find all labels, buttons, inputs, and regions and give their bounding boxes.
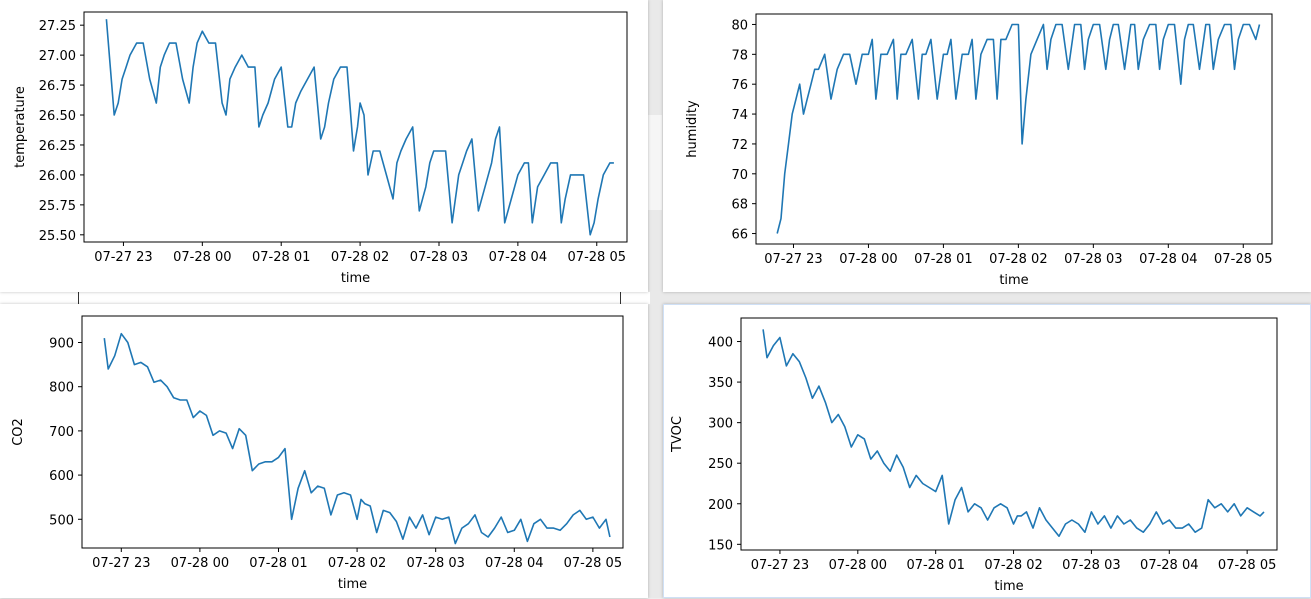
x-tick-label: 07-28 03 bbox=[410, 250, 468, 265]
co2-plot-window[interactable]: 07-27 23 07-28 00 07-28 01 07-28 02 07-28 03… bbox=[0, 304, 648, 598]
x-tick-label: 07-28 01 bbox=[252, 250, 310, 265]
series-line bbox=[103, 332, 611, 545]
y-tick-label: 700 bbox=[49, 425, 74, 440]
x-tick-label: 07-28 01 bbox=[914, 252, 972, 267]
y-tick-label: 150 bbox=[708, 538, 733, 553]
humidity-plot-window[interactable]: 07-27 23 07-28 00 07-28 01 07-28 02 07-28 03… bbox=[663, 0, 1311, 292]
y-tick-label: 74 bbox=[731, 108, 748, 123]
y-tick-label: 27.25 bbox=[39, 19, 76, 34]
x-tick-label: 07-27 23 bbox=[94, 250, 152, 265]
x-tick-label: 07-28 02 bbox=[989, 252, 1047, 267]
y-tick-label: 78 bbox=[731, 48, 748, 63]
y-axis-label: humidity bbox=[685, 100, 700, 158]
y-tick-label: 27.00 bbox=[39, 49, 76, 64]
y-tick-label: 800 bbox=[49, 381, 74, 396]
y-axis-label: temperature bbox=[13, 86, 28, 168]
y-tick-label: 26.00 bbox=[39, 169, 76, 184]
x-tick-label: 07-28 04 bbox=[489, 250, 547, 265]
x-tick-label: 07-27 23 bbox=[751, 558, 809, 573]
y-axis-label: CO2 bbox=[11, 418, 26, 446]
axes-frame bbox=[83, 11, 628, 243]
y-tick-label: 80 bbox=[731, 18, 748, 33]
x-tick-label: 07-28 05 bbox=[1214, 252, 1272, 267]
temperature-chart: 07-27 23 07-28 00 07-28 01 07-28 02 07-28 03… bbox=[13, 11, 628, 286]
x-tick-label: 07-28 00 bbox=[839, 252, 897, 267]
x-tick-label: 07-28 02 bbox=[331, 250, 389, 265]
co2-chart: 07-27 23 07-28 00 07-28 01 07-28 02 07-28 03… bbox=[11, 315, 624, 592]
temperature-plot-window[interactable]: 07-27 23 07-28 00 07-28 01 07-28 02 07-28 03… bbox=[0, 0, 648, 292]
series-line bbox=[776, 23, 1261, 234]
y-tick-label: 200 bbox=[708, 498, 733, 513]
y-tick-label: 400 bbox=[708, 336, 733, 351]
background-window-strip bbox=[648, 115, 662, 210]
y-tick-label: 26.50 bbox=[39, 109, 76, 124]
x-tick-label: 07-28 04 bbox=[1140, 558, 1198, 573]
y-tick-label: 350 bbox=[708, 376, 733, 391]
x-tick-label: 07-28 01 bbox=[906, 558, 964, 573]
x-axis-label: time bbox=[338, 577, 367, 592]
x-tick-label: 07-28 04 bbox=[485, 556, 543, 571]
x-tick-label: 07-28 02 bbox=[984, 558, 1042, 573]
tvoc-plot-window[interactable]: 07-27 23 07-28 00 07-28 01 07-28 02 07-28 03… bbox=[663, 304, 1311, 598]
x-tick-label: 07-28 01 bbox=[249, 556, 307, 571]
x-tick-label: 07-28 03 bbox=[1064, 252, 1122, 267]
y-tick-label: 25.50 bbox=[39, 229, 76, 244]
x-axis-label: time bbox=[994, 579, 1023, 594]
x-tick-label: 07-28 00 bbox=[173, 250, 231, 265]
x-axis-label: time bbox=[999, 273, 1028, 288]
y-tick-label: 500 bbox=[49, 513, 74, 528]
x-tick-label: 07-28 00 bbox=[171, 556, 229, 571]
y-tick-label: 300 bbox=[708, 417, 733, 432]
y-tick-label: 26.25 bbox=[39, 139, 76, 154]
x-tick-label: 07-27 23 bbox=[92, 556, 150, 571]
humidity-chart: 07-27 23 07-28 00 07-28 01 07-28 02 07-28 03… bbox=[685, 13, 1273, 288]
x-tick-label: 07-28 00 bbox=[829, 558, 887, 573]
y-tick-label: 25.75 bbox=[39, 199, 76, 214]
y-axis-label: TVOC bbox=[670, 416, 685, 453]
axes-frame bbox=[740, 317, 1278, 551]
x-tick-label: 07-28 05 bbox=[564, 556, 622, 571]
x-tick-label: 07-28 02 bbox=[328, 556, 386, 571]
series-line bbox=[105, 19, 614, 236]
y-tick-label: 66 bbox=[731, 228, 748, 243]
background-axis-line bbox=[620, 290, 621, 306]
x-tick-label: 07-27 23 bbox=[764, 252, 822, 267]
y-tick-label: 26.75 bbox=[39, 79, 76, 94]
y-tick-label: 900 bbox=[49, 337, 74, 352]
x-tick-label: 07-28 03 bbox=[406, 556, 464, 571]
x-tick-label: 07-28 03 bbox=[1062, 558, 1120, 573]
x-tick-label: 07-28 05 bbox=[568, 250, 626, 265]
y-tick-label: 76 bbox=[731, 78, 748, 93]
y-tick-label: 68 bbox=[731, 198, 748, 213]
y-tick-label: 600 bbox=[49, 469, 74, 484]
axes-frame bbox=[755, 13, 1273, 245]
y-tick-label: 72 bbox=[731, 138, 748, 153]
y-tick-label: 70 bbox=[731, 168, 748, 183]
axes-frame bbox=[81, 315, 624, 549]
tvoc-chart: 07-27 23 07-28 00 07-28 01 07-28 02 07-28 03… bbox=[670, 317, 1278, 594]
x-tick-label: 07-28 05 bbox=[1218, 558, 1276, 573]
background-window-strip bbox=[0, 292, 650, 304]
y-tick-label: 250 bbox=[708, 457, 733, 472]
x-axis-label: time bbox=[341, 271, 370, 286]
background-axis-line bbox=[78, 290, 79, 306]
x-tick-label: 07-28 04 bbox=[1139, 252, 1197, 267]
series-line bbox=[762, 329, 1265, 537]
